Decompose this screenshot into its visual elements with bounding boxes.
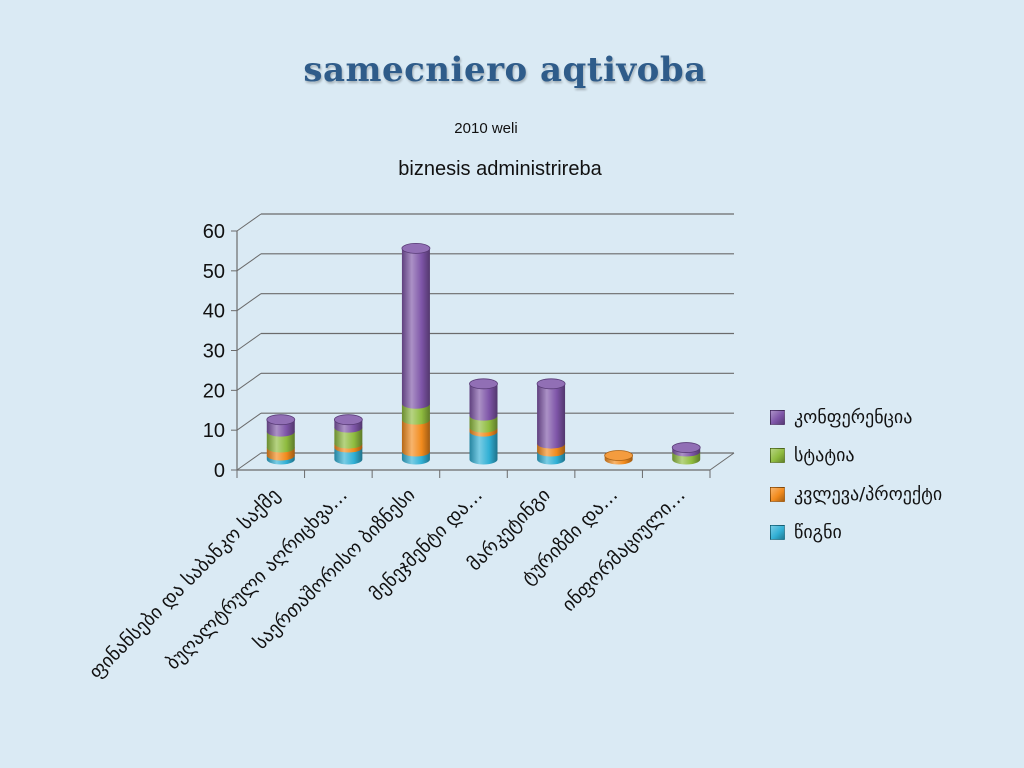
gridline-diagonal [236, 452, 262, 471]
bar-cap [536, 378, 566, 390]
bar-segment [401, 248, 430, 409]
y-tick-label: 10 [203, 420, 225, 442]
bar-stack [536, 378, 566, 465]
x-tick-label: მენეჯმენტი და… [366, 484, 487, 605]
chart-title: biznesis administrireba [398, 158, 602, 180]
legend-label: კონფერენცია [794, 406, 913, 428]
legend-item: სტატია [770, 437, 942, 476]
bar-cap [671, 442, 701, 453]
bar-stack [401, 242, 431, 465]
legend-swatch [770, 448, 785, 464]
bar-segment [401, 419, 430, 457]
legend-item: კვლევა/პროექტი [770, 475, 942, 514]
gridline-diagonal [236, 333, 262, 351]
legend-item: კონფერენცია [770, 398, 942, 437]
legend-label: წიგნი [794, 522, 842, 544]
chart-legend: კონფერენცია სტატია კვლევა/პროექტი წიგნი [770, 398, 942, 552]
x-tick-label: ინფორმაციული… [558, 484, 690, 616]
y-tick-label: 40 [203, 301, 225, 323]
y-tick-label: 0 [214, 460, 225, 482]
bar-cap [604, 450, 634, 461]
bar-stack [266, 414, 296, 465]
bar-cap [469, 378, 498, 390]
bar-segment [469, 431, 498, 465]
gridline-diagonal [236, 372, 262, 391]
y-tick-label: 30 [203, 341, 225, 363]
legend-swatch [770, 486, 785, 502]
bar-stack [469, 378, 498, 465]
gridline-diagonal [236, 293, 262, 312]
gridline-diagonal [236, 412, 262, 431]
legend-item: წიგნი [770, 514, 942, 553]
legend-label: სტატია [794, 445, 855, 467]
bar-cap [266, 414, 296, 426]
bar-segment [469, 383, 498, 421]
bar-segment [537, 383, 566, 449]
bar-stack [671, 442, 701, 465]
y-tick-label: 20 [203, 380, 225, 402]
bar-stack [333, 414, 363, 465]
gridline-diagonal [236, 253, 262, 272]
bar-stack [604, 450, 634, 465]
y-tick-label: 50 [203, 261, 225, 283]
bar-segment [266, 431, 295, 453]
legend-label: კვლევა/პროექტი [794, 483, 943, 505]
bar-cap [333, 414, 363, 426]
bar-cap [401, 242, 431, 254]
floor-side-edge [709, 452, 735, 471]
bar-segment [401, 403, 430, 425]
gridline-diagonal [236, 213, 262, 232]
bar-segment [334, 427, 363, 449]
slide-title: samecniero aqtivoba [303, 50, 707, 90]
legend-swatch [770, 525, 785, 541]
legend-swatch [770, 409, 785, 425]
slide-subtitle: 2010 weli [454, 120, 518, 137]
y-tick-label: 60 [203, 221, 225, 243]
